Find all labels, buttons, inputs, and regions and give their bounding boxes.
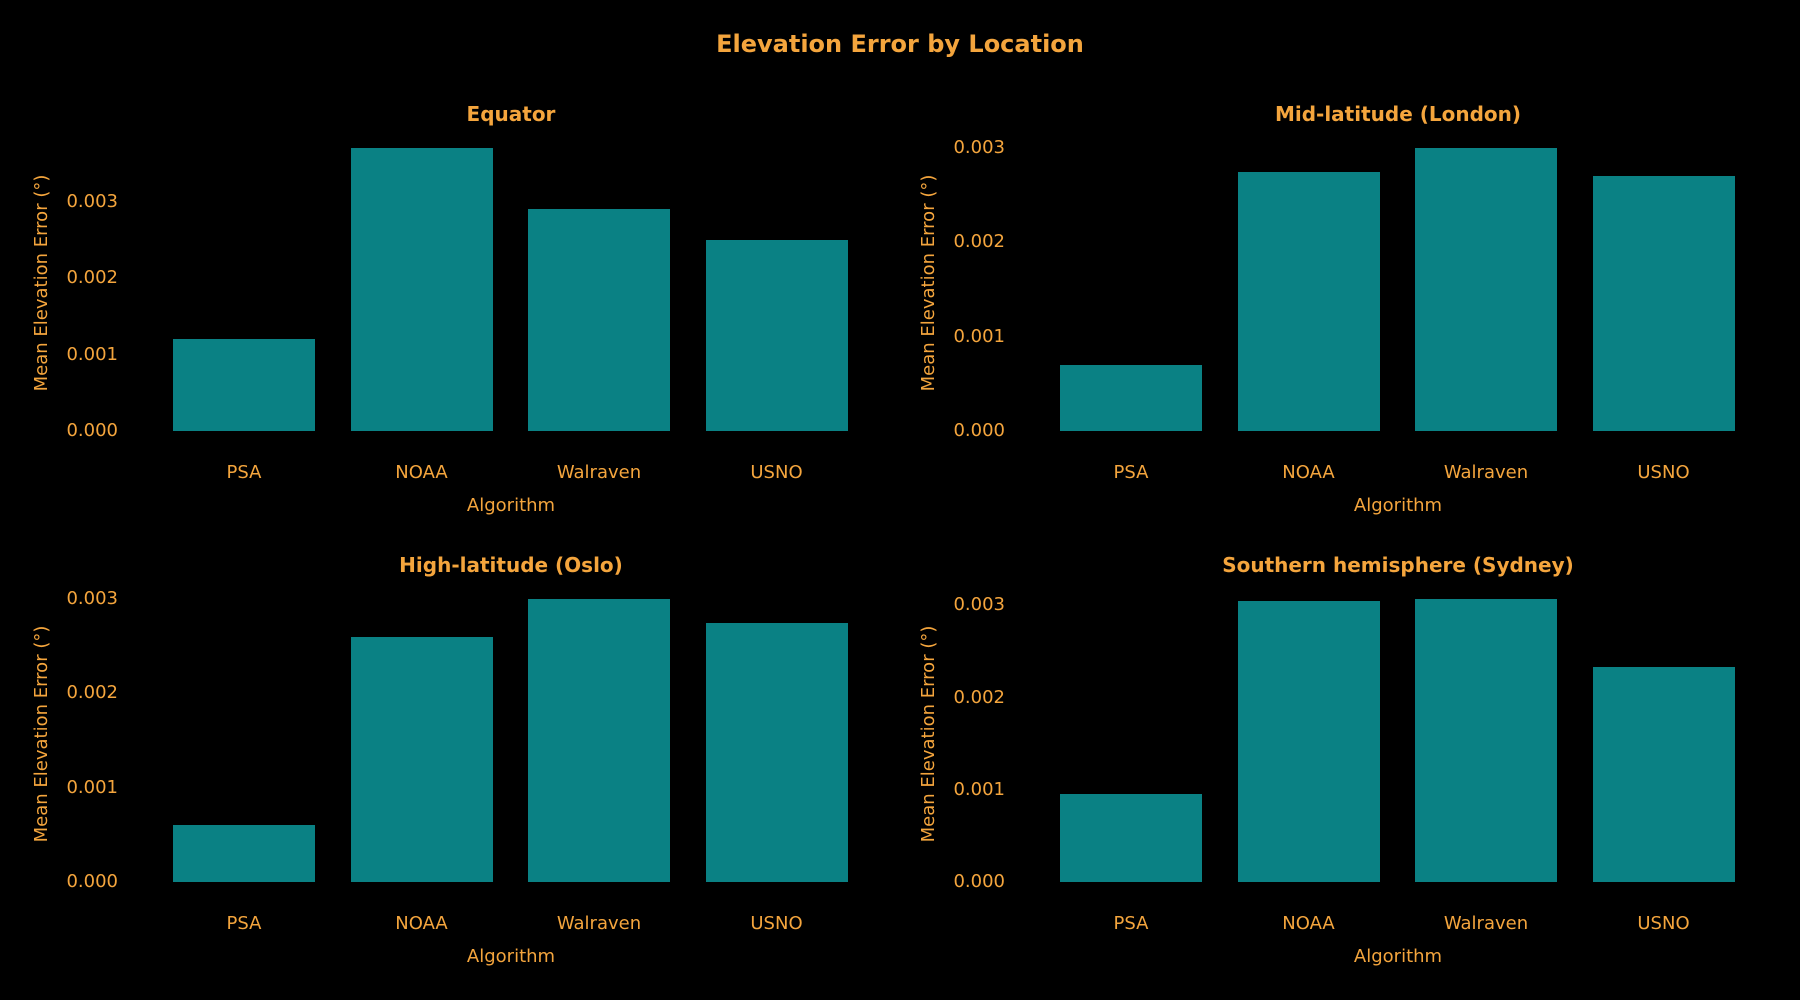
bar-noaa — [1237, 171, 1380, 431]
bar-psa — [1060, 365, 1202, 431]
y-tick-label: 0.001 — [66, 776, 118, 798]
x-tick-label-walraven: Walraven — [1443, 913, 1529, 934]
x-tick-label-walraven: Walraven — [556, 462, 642, 483]
bar-usno — [705, 239, 848, 431]
y-axis-label: Mean Elevation Error (°) — [31, 625, 52, 842]
subplot-title-oslo: High-latitude (Oslo) — [399, 553, 623, 577]
x-tick-label-usno: USNO — [1637, 913, 1690, 934]
y-tick-label: 0.003 — [953, 594, 1005, 616]
subplot-oslo: High-latitude (Oslo) Mean Elevation Error… — [31, 553, 882, 967]
y-tick-label: 0.002 — [953, 686, 1005, 708]
y-tick-label: 0.000 — [66, 420, 118, 441]
x-tick-label-psa: PSA — [226, 913, 262, 934]
x-tick-label-psa: PSA — [1113, 462, 1149, 483]
y-axis-label: Mean Elevation Error (°) — [918, 625, 939, 842]
subplot-title-equator: Equator — [466, 102, 556, 126]
x-tick-label-usno: USNO — [750, 462, 803, 483]
bar-noaa — [350, 636, 493, 882]
y-tick-label: 0.001 — [66, 343, 118, 365]
bar-walraven — [1415, 148, 1557, 431]
subplot-london: Mid-latitude (London) Mean Elevation Erro… — [918, 102, 1769, 516]
y-tick-label: 0.000 — [66, 871, 118, 892]
bar-walraven — [528, 599, 670, 882]
y-tick-label: 0.000 — [953, 420, 1005, 441]
x-tick-label-noaa: NOAA — [1282, 462, 1335, 483]
y-tick-label: 0.002 — [953, 231, 1005, 253]
y-tick-label: 0.001 — [953, 778, 1005, 800]
x-axis-label: Algorithm — [466, 495, 556, 516]
bar-noaa — [350, 148, 493, 431]
bar-walraven — [1415, 598, 1557, 882]
x-tick-label-usno: USNO — [1637, 462, 1690, 483]
y-tick-label: 0.002 — [66, 682, 118, 704]
figure-title: Elevation Error by Location — [716, 30, 1084, 58]
y-tick-label: 0.003 — [66, 190, 118, 212]
x-axis-label: Algorithm — [1353, 495, 1443, 516]
x-tick-label-psa: PSA — [226, 462, 262, 483]
bar-usno — [1592, 176, 1735, 431]
x-tick-label-usno: USNO — [750, 913, 803, 934]
x-tick-label-psa: PSA — [1113, 913, 1149, 934]
x-axis-label: Algorithm — [1353, 946, 1443, 967]
y-tick-label: 0.001 — [953, 325, 1005, 347]
bar-walraven — [528, 209, 670, 431]
x-tick-label-walraven: Walraven — [556, 913, 642, 934]
x-tick-label-noaa: NOAA — [1282, 913, 1335, 934]
bar-psa — [1060, 794, 1202, 882]
bar-psa — [173, 825, 315, 882]
y-tick-label: 0.003 — [953, 137, 1005, 159]
bar-usno — [1592, 667, 1735, 882]
subplot-title-sydney: Southern hemisphere (Sydney) — [1222, 553, 1574, 577]
bar-psa — [173, 339, 315, 431]
subplot-sydney: Southern hemisphere (Sydney) Mean Elevati… — [918, 553, 1769, 967]
subplot-equator: Equator Mean Elevation Error (°) Algorithm… — [31, 102, 882, 516]
y-tick-label: 0.003 — [66, 588, 118, 610]
x-tick-label-walraven: Walraven — [1443, 462, 1529, 483]
x-tick-label-noaa: NOAA — [395, 913, 448, 934]
x-tick-label-noaa: NOAA — [395, 462, 448, 483]
bar-usno — [705, 622, 848, 882]
y-axis-label: Mean Elevation Error (°) — [918, 174, 939, 391]
subplot-title-london: Mid-latitude (London) — [1274, 102, 1522, 126]
x-axis-label: Algorithm — [466, 946, 556, 967]
y-tick-label: 0.000 — [953, 871, 1005, 892]
y-tick-label: 0.002 — [66, 267, 118, 289]
bar-noaa — [1237, 600, 1380, 882]
